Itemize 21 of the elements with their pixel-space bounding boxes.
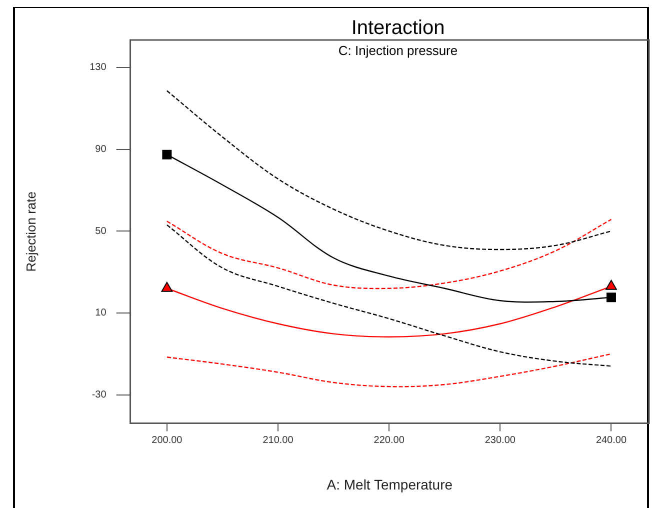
x-tick-label: 210.00	[262, 434, 294, 446]
y-tick-label: 130	[90, 62, 107, 74]
line-series	[166, 224, 612, 367]
y-tick-label: 50	[95, 226, 107, 237]
point	[161, 282, 173, 292]
chart-subtitle: C: Injection pressure	[338, 43, 458, 58]
x-tick-label: 220.00	[374, 434, 405, 446]
chart-title: Interaction	[351, 17, 445, 39]
y-axis-title: Rejection rate	[23, 191, 38, 272]
x-tick-label: 240.00	[596, 434, 627, 446]
x-tick-label: 230.00	[484, 434, 516, 446]
point	[606, 280, 617, 290]
line-series	[166, 218, 612, 290]
x-axis-title: A: Melt Temperature	[326, 476, 453, 492]
y-tick-label: 10	[95, 308, 107, 319]
x-tick-label: 200.00	[152, 434, 183, 446]
line-series	[166, 90, 612, 250]
line-series	[166, 353, 612, 388]
point	[162, 150, 172, 160]
y-tick-label: 90	[95, 144, 107, 155]
y-tick-label: -30	[92, 390, 107, 401]
